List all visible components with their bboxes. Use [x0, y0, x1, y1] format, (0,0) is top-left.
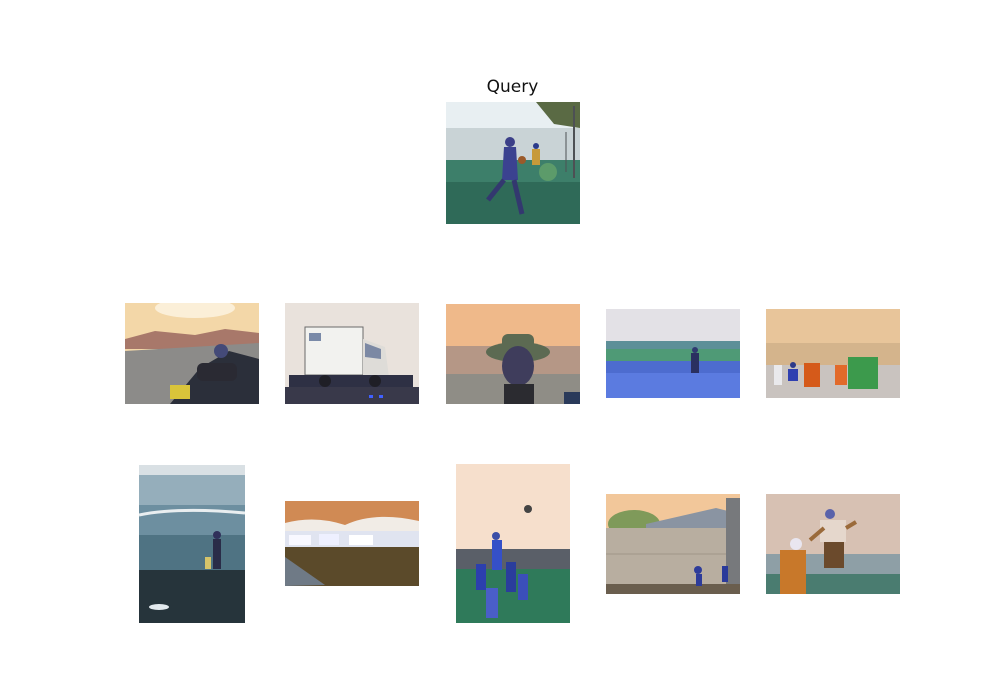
result-image-3: [446, 304, 580, 404]
result-image-1: [125, 303, 259, 404]
query-image: [446, 102, 580, 224]
result-image-8: [456, 464, 570, 623]
result-image-2: [285, 303, 419, 404]
result-image-7: [285, 501, 419, 586]
result-image-5: [766, 309, 900, 398]
result-image-9: [606, 494, 740, 594]
result-image-4: [606, 309, 740, 398]
result-image-10: [766, 494, 900, 594]
query-title: Query: [440, 77, 585, 97]
result-image-6: [139, 465, 245, 623]
